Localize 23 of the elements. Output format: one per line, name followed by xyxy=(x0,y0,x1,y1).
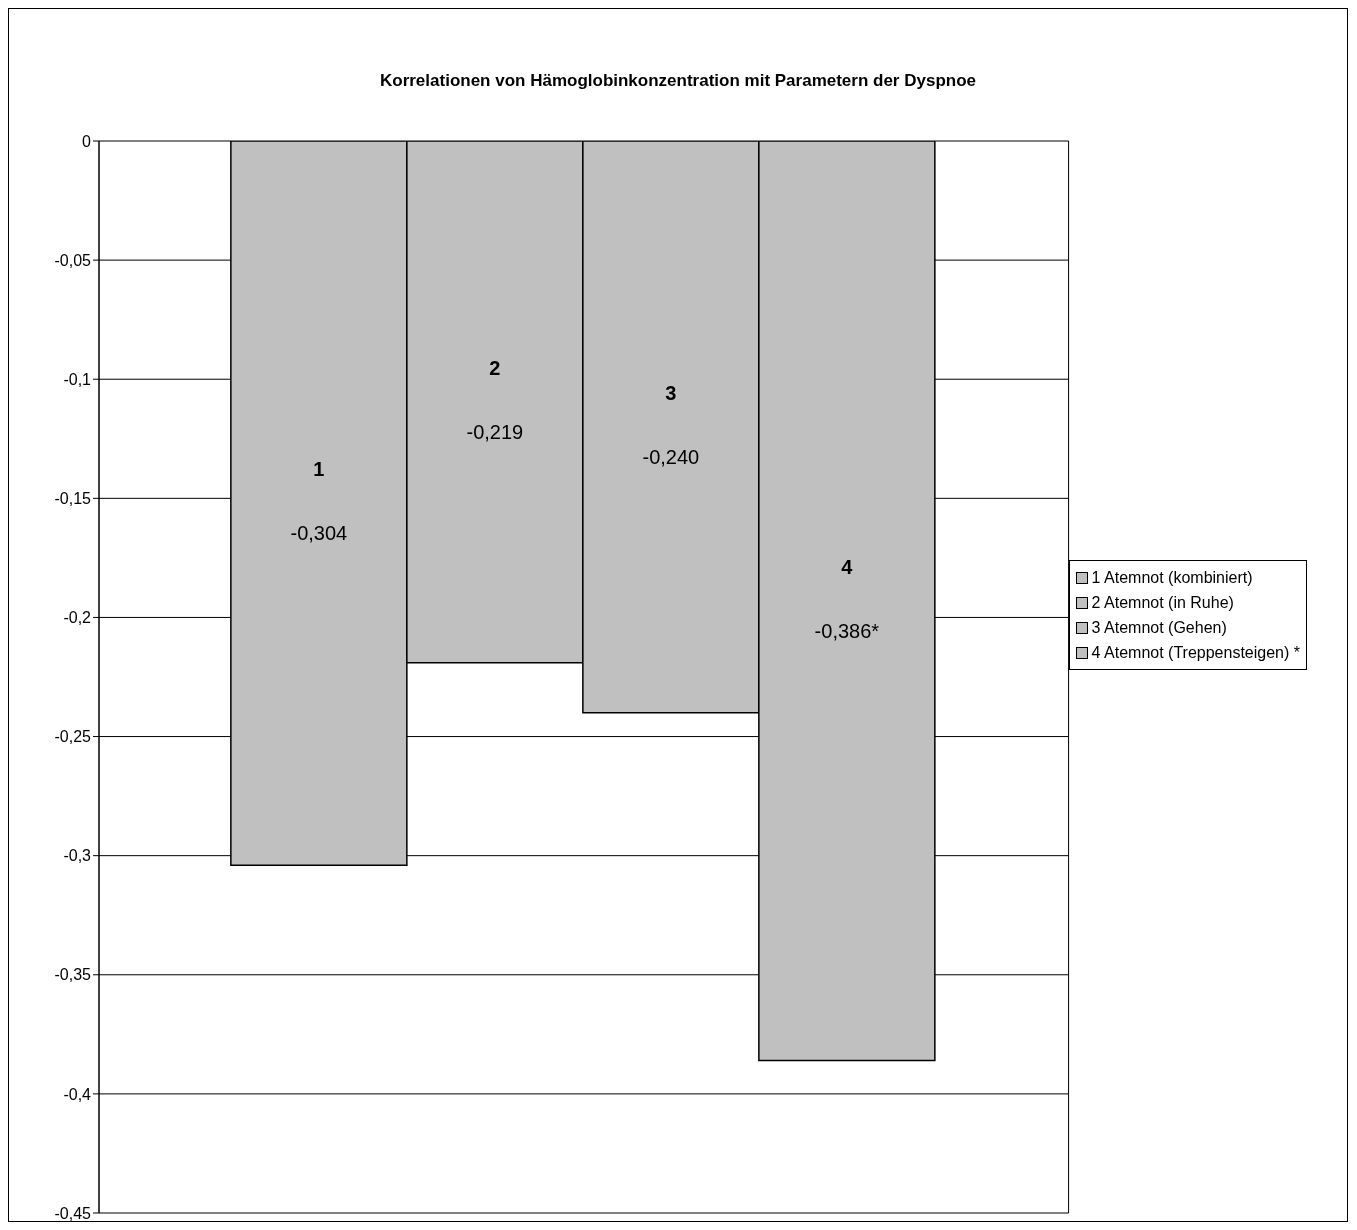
y-tick-label: -0,2 xyxy=(63,609,92,627)
y-tick-label: -0,25 xyxy=(54,728,92,746)
y-tick-label: -0,1 xyxy=(63,370,92,388)
y-tick-label: -0,4 xyxy=(63,1085,92,1103)
y-tick-label: -0,3 xyxy=(63,847,92,865)
y-tick-label: 0 xyxy=(82,132,92,150)
annotation: 3 xyxy=(665,382,677,405)
y-tick-label: -0,15 xyxy=(54,490,92,508)
y-tick-label: -0,45 xyxy=(54,1204,92,1222)
y-tick-label: -0,35 xyxy=(54,966,92,984)
annotation: 1 xyxy=(313,458,325,481)
legend-label: 3 Atemnot (Gehen) xyxy=(1091,618,1227,637)
annotation: 2 xyxy=(489,357,501,380)
data-label: -0,386* xyxy=(814,620,880,643)
chart-title: Korrelationen von Hämoglobinkonzentration mit Parametern der Dyspnoe xyxy=(378,71,977,91)
legend-label: 4 Atemnot (Treppensteigen) * xyxy=(1091,643,1300,662)
data-label: -0,240 xyxy=(642,446,700,469)
legend-label: 1 Atemnot (kombiniert) xyxy=(1091,568,1253,587)
data-label: -0,219 xyxy=(466,421,524,444)
data-label: -0,304 xyxy=(290,522,348,545)
annotation: 4 xyxy=(841,556,854,579)
y-tick-label: -0,05 xyxy=(54,251,92,269)
legend-label: 2 Atemnot (in Ruhe) xyxy=(1091,593,1234,612)
